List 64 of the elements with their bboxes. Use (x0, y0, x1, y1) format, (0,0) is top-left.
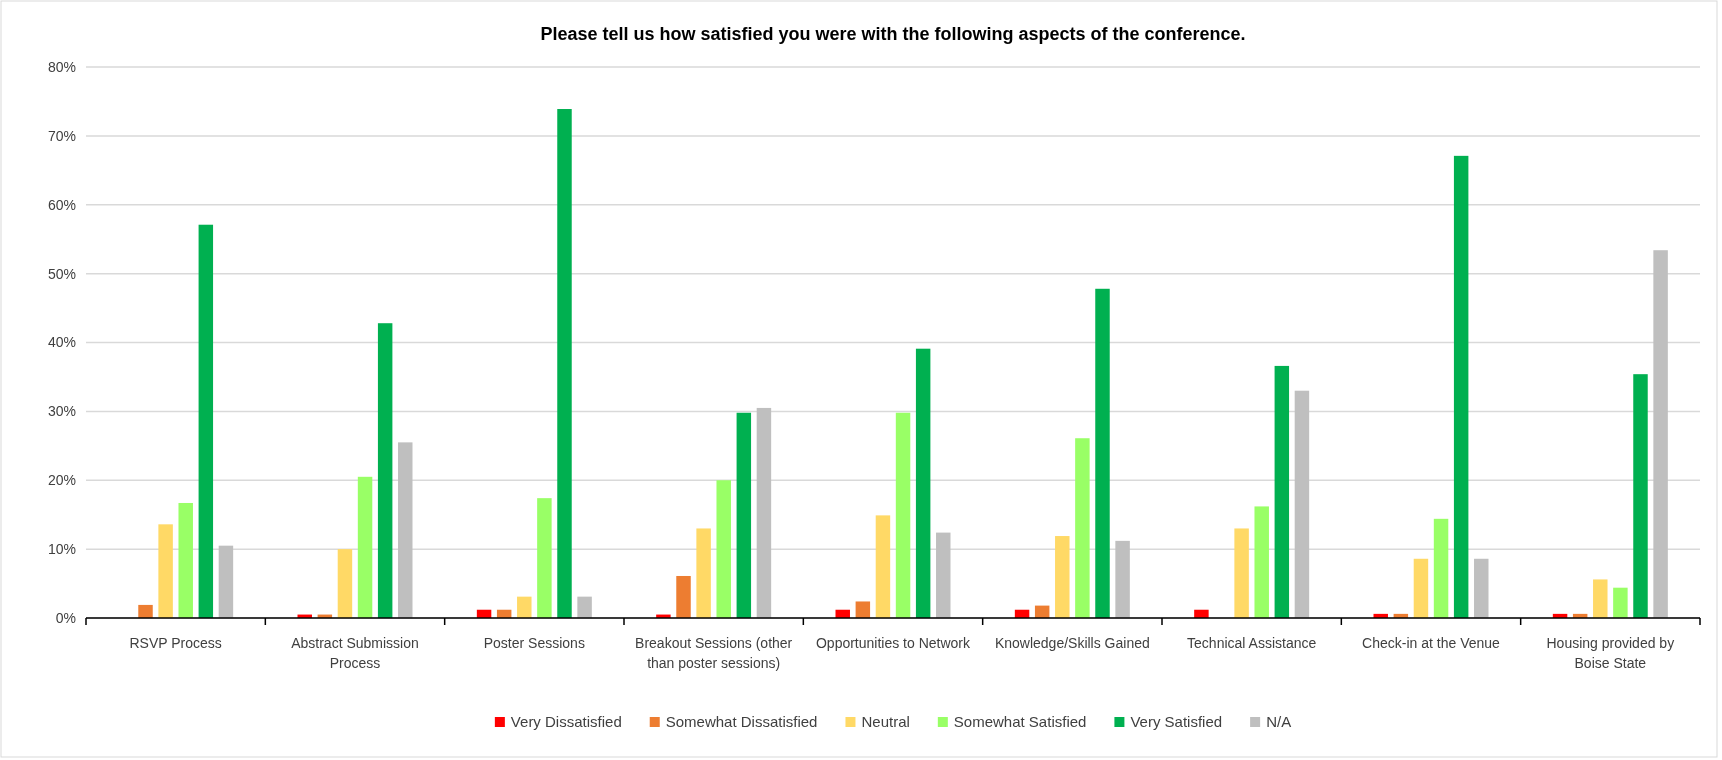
y-tick-label: 50% (47, 265, 76, 282)
bar (1613, 587, 1628, 618)
y-tick-label: 10% (47, 541, 76, 558)
x-tick-label: Technical Assistance (1187, 635, 1317, 651)
bar (1593, 579, 1608, 618)
x-tick-label: Check-in at the Venue (1362, 635, 1501, 651)
x-tick-label: Housing provided by Boise State (1546, 635, 1675, 671)
bar (1653, 250, 1668, 618)
legend-label: Very Satisfied (1130, 713, 1223, 730)
y-tick-label: 60% (47, 196, 76, 213)
bar (158, 524, 173, 618)
bar (1294, 390, 1310, 618)
bar (1453, 155, 1469, 618)
legend-label: N/A (1266, 713, 1292, 730)
bar (1474, 558, 1489, 618)
bar (736, 412, 752, 618)
y-tick-label: 40% (47, 334, 76, 351)
bar (178, 502, 193, 618)
x-tick-label: Breakout Sessions (other than poster sessions) (635, 635, 793, 671)
bar (676, 575, 691, 618)
bar (875, 515, 891, 618)
bar (1274, 365, 1290, 618)
bar (855, 601, 871, 618)
bar (895, 412, 911, 618)
y-tick-label: 30% (47, 403, 76, 420)
legend-label: Somewhat Dissatisfied (665, 713, 818, 730)
bar (1254, 506, 1269, 618)
y-tick-label: 0% (55, 609, 76, 626)
bar (557, 109, 572, 618)
bar (1413, 558, 1429, 618)
bar (1075, 438, 1090, 618)
bar (1234, 528, 1249, 618)
y-tick-label: 80% (47, 58, 76, 75)
bar (198, 224, 214, 618)
bar (377, 323, 393, 618)
bar (696, 528, 711, 618)
bar (936, 532, 951, 618)
x-tick-label: Opportunities to Network (815, 635, 972, 651)
bar (756, 407, 772, 618)
bar (218, 545, 234, 618)
bar (577, 596, 592, 618)
bar (915, 348, 931, 618)
bar (357, 476, 373, 618)
x-tick-label: Abstract Submission Process (291, 635, 419, 671)
bar (138, 604, 153, 618)
bar (1055, 536, 1070, 618)
x-tick-label: Poster Sessions (483, 635, 585, 651)
y-tick-label: 20% (47, 472, 76, 489)
bar (1095, 288, 1110, 618)
x-tick-label: Knowledge/Skills Gained (994, 635, 1150, 651)
legend-label: Neutral (861, 713, 910, 730)
bar (517, 596, 532, 618)
bar (716, 480, 731, 618)
bar (1633, 374, 1648, 618)
y-tick-label: 70% (47, 127, 76, 144)
legend-label: Very Dissatisfied (510, 713, 622, 730)
bar (337, 549, 353, 618)
bar (1115, 540, 1130, 618)
chart-title: Please tell us how satisfied you were with the following aspects of the conference. (540, 24, 1246, 44)
bar (1433, 518, 1449, 618)
legend-label: Somewhat Satisfied (953, 713, 1087, 730)
x-tick-label: RSVP Process (129, 635, 222, 651)
bar (537, 498, 552, 618)
bar (398, 442, 413, 618)
